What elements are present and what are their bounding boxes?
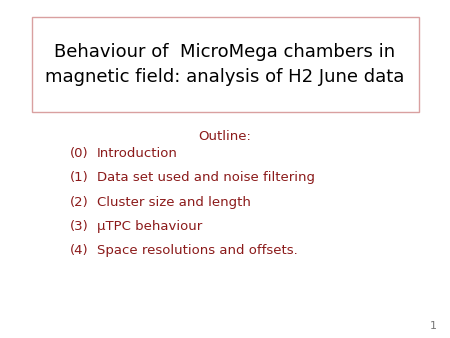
Text: Space resolutions and offsets.: Space resolutions and offsets. [97,244,297,257]
Text: Outline:: Outline: [198,130,252,143]
Text: Introduction: Introduction [97,147,178,160]
Text: μTPC behaviour: μTPC behaviour [97,220,202,233]
Text: (1): (1) [70,171,89,184]
Text: (0): (0) [70,147,88,160]
Text: Cluster size and length: Cluster size and length [97,196,251,209]
Text: Behaviour of  MicroMega chambers in
magnetic field: analysis of H2 June data: Behaviour of MicroMega chambers in magne… [45,43,405,86]
Text: Data set used and noise filtering: Data set used and noise filtering [97,171,315,184]
Text: 1: 1 [429,321,436,331]
Text: (2): (2) [70,196,89,209]
FancyBboxPatch shape [32,17,419,112]
Text: (4): (4) [70,244,88,257]
Text: (3): (3) [70,220,89,233]
